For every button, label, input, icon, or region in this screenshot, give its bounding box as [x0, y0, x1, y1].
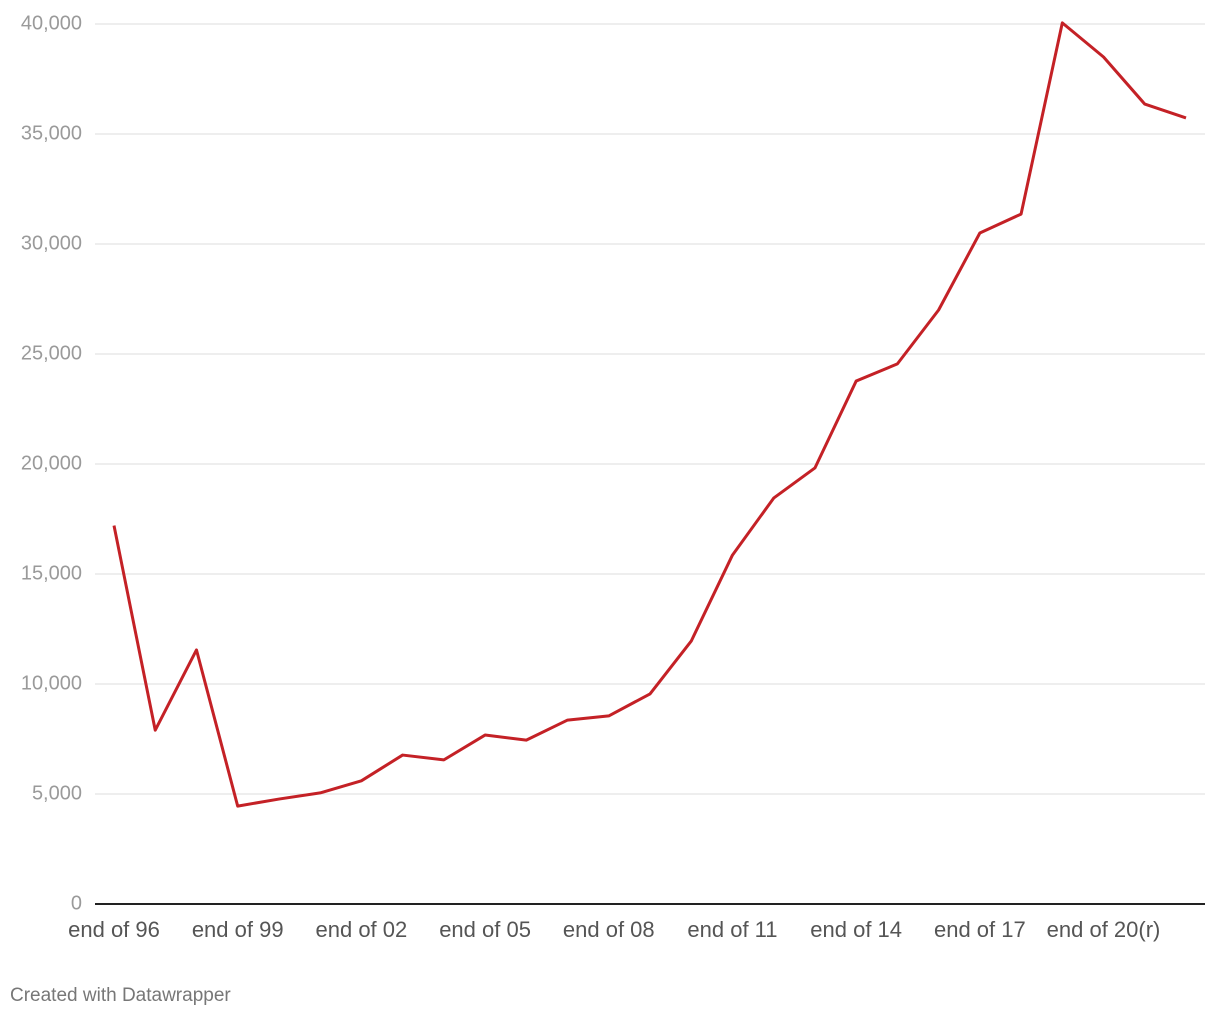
x-tick-label: end of 96 — [68, 917, 160, 942]
x-tick-label: end of 99 — [192, 917, 284, 942]
footer: Created with Datawrapper — [10, 985, 231, 1006]
x-tick-label: end of 20(r) — [1047, 917, 1161, 942]
y-tick-label: 15,000 — [21, 562, 82, 584]
x-tick-label: end of 05 — [439, 917, 531, 942]
y-tick-label: 30,000 — [21, 232, 82, 254]
y-tick-label: 35,000 — [21, 122, 82, 144]
y-tick-label: 5,000 — [32, 782, 82, 804]
y-tick-label: 40,000 — [21, 12, 82, 34]
x-tick-label: end of 11 — [687, 917, 777, 942]
x-tick-label: end of 17 — [934, 917, 1026, 942]
data-line — [112, 21, 1187, 808]
x-tick-label: end of 02 — [316, 917, 408, 942]
y-tick-label: 10,000 — [21, 672, 82, 694]
y-tick-label: 0 — [71, 892, 82, 914]
x-tick-label: end of 08 — [563, 917, 655, 942]
y-tick-label: 25,000 — [21, 342, 82, 364]
x-tick-label: end of 14 — [810, 917, 902, 942]
y-tick-label: 20,000 — [21, 452, 82, 474]
